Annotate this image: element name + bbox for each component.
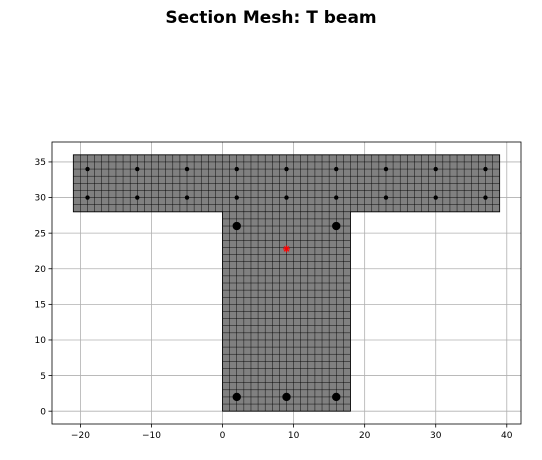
- rebar-small-point: [234, 195, 239, 200]
- rebar-small-point: [433, 166, 438, 172]
- x-tick-label: 10: [288, 431, 300, 441]
- rebar-large-point: [332, 221, 341, 231]
- axis-ticks: −20 −10 0 10 20 30 40 0 5 10 15 20 25 30 35: [35, 158, 513, 441]
- centroid-marker: [283, 245, 290, 253]
- centroid-star: [283, 245, 290, 253]
- rebar-small-point: [334, 195, 339, 200]
- rebar-small-point: [135, 195, 140, 200]
- rebar-small-point: [383, 166, 389, 172]
- x-tick-label: 40: [501, 431, 513, 441]
- x-tick-label: 30: [430, 431, 442, 441]
- rebar-small-point: [184, 195, 190, 200]
- y-tick-label: 10: [35, 336, 47, 346]
- rebar-small-point: [135, 166, 140, 172]
- x-tick-label: 20: [359, 431, 371, 441]
- axes-frame: [51, 141, 522, 425]
- rebar-small-point: [383, 195, 389, 200]
- y-tick-label: 15: [35, 301, 46, 311]
- rebar-small-point: [334, 166, 339, 172]
- y-tick-label: 35: [35, 158, 46, 168]
- rebar-large-point: [232, 392, 241, 402]
- rebar-small-point: [483, 166, 488, 172]
- rebar-small-point: [234, 166, 239, 172]
- y-tick-label: 0: [40, 407, 46, 417]
- rebar-large-point: [232, 221, 241, 231]
- chart-title: Section Mesh: T beam: [165, 8, 377, 28]
- y-tick-label: 5: [40, 372, 46, 382]
- rebar-small-point: [483, 195, 488, 200]
- rebar-large-point: [332, 392, 341, 402]
- rebar-small-point: [284, 195, 289, 200]
- rebar-small-point: [433, 195, 438, 200]
- x-tick-label: −20: [71, 431, 90, 441]
- y-tick-label: 20: [35, 265, 47, 275]
- section-mesh: [73, 154, 500, 412]
- y-tick-label: 30: [35, 194, 47, 204]
- rebar-small-point: [184, 166, 190, 172]
- rebar-small-point: [85, 195, 90, 200]
- y-tick-label: 25: [35, 229, 46, 239]
- rebar-small-point: [85, 166, 90, 172]
- x-tick-label: −10: [142, 431, 161, 441]
- x-tick-label: 0: [220, 431, 226, 441]
- rebar-points: [85, 166, 488, 402]
- rebar-small-point: [284, 166, 289, 172]
- rebar-large-point: [282, 392, 291, 402]
